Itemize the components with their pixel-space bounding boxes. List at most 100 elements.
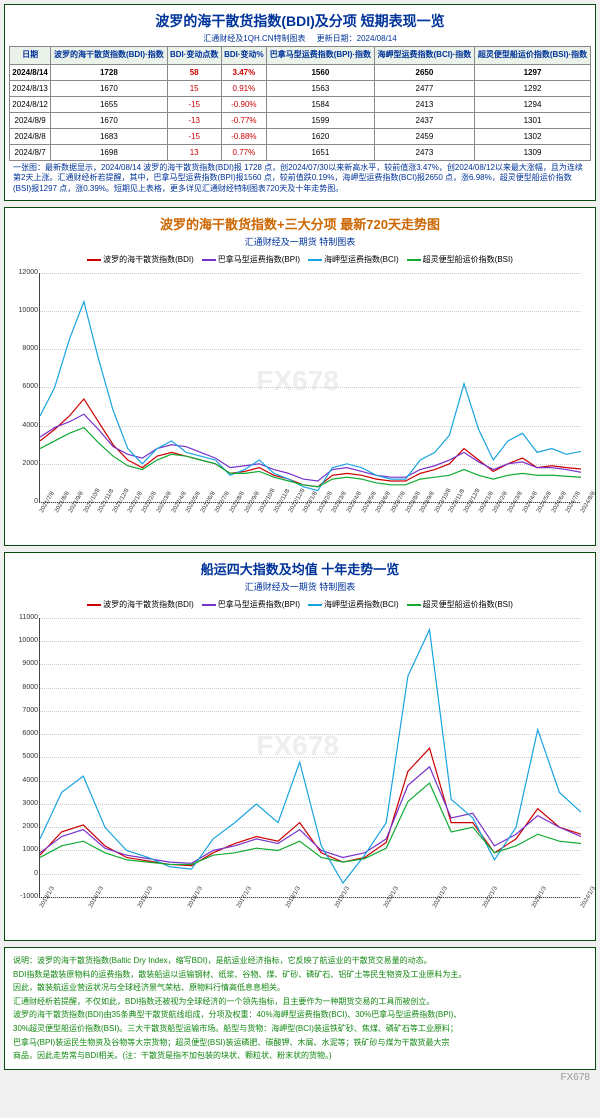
table-cell: 1560 [266, 64, 374, 80]
table-cell: 1670 [51, 80, 167, 96]
table-cell: -0.88% [221, 128, 266, 144]
legend-item: 波罗的海干散货指数(BDI) [87, 254, 194, 265]
gridline [40, 897, 581, 898]
chart-10yr-panel: 船运四大指数及均值 十年走势一览 汇通财经及一期货 特制图表 波罗的海干散货指数… [4, 552, 596, 941]
table-subtitle: 汇通财经及1QH.CN特制图表 更新日期：2024/08/14 [9, 33, 591, 46]
chart720-title: 波罗的海干散货指数+三大分项 最新720天走势图 [9, 212, 591, 235]
table-body: 2024/8/141728583.47%1560265012972024/8/1… [10, 64, 591, 160]
x-axis-label: 2024/1/3 [580, 886, 597, 909]
y-axis-label: 2000 [12, 460, 38, 467]
legend-item: 巴拿马型运费指数(BPI) [202, 599, 300, 610]
legend-item: 超灵便型船运价指数(BSI) [407, 254, 513, 265]
table-cell: 2477 [374, 80, 474, 96]
chart10yr-area: FX678 -100001000200030004000500060007000… [39, 618, 581, 898]
y-axis-label: 0 [12, 870, 38, 877]
legend-label: 超灵便型船运价指数(BSI) [423, 255, 513, 264]
y-axis-label: 12000 [12, 269, 38, 276]
table-cell: 1301 [475, 112, 591, 128]
table-header: 海岬型运费指数(BCI)·指数 [374, 47, 474, 65]
table-cell: 2024/8/7 [10, 144, 51, 160]
y-axis-label: 6000 [12, 383, 38, 390]
y-axis-label: 10000 [12, 637, 38, 644]
legend-label: 超灵便型船运价指数(BSI) [423, 600, 513, 609]
table-row: 2024/8/121655-15-0.90%158424131294 [10, 96, 591, 112]
y-axis-label: 5000 [12, 753, 38, 760]
legend-item: 海岬型运费指数(BCI) [308, 254, 399, 265]
table-cell: 1683 [51, 128, 167, 144]
legend-swatch [202, 259, 216, 261]
table-cell: 1292 [475, 80, 591, 96]
table-cell: 2024/8/8 [10, 128, 51, 144]
legend-swatch [87, 259, 101, 261]
table-cell: 15 [167, 80, 221, 96]
description-line: 汇通财经析若提醒，不仅如此，BDI指数还被视为全球经济的一个领先指标，且主要作为… [13, 995, 587, 1009]
y-axis-label: 9000 [12, 660, 38, 667]
table-cell: 1294 [475, 96, 591, 112]
series-line [40, 428, 581, 487]
legend-label: 海岬型运费指数(BCI) [324, 600, 399, 609]
table-cell: 2024/8/14 [10, 64, 51, 80]
legend-swatch [308, 604, 322, 606]
chart720-xlabels: 2021/7/82021/8/82021/9/82021/10/82021/11… [39, 507, 581, 541]
series-line [40, 302, 581, 491]
table-cell: -0.77% [221, 112, 266, 128]
updatelabel: 更新日期： [317, 34, 357, 43]
table-row: 2024/8/71698130.77%165124731309 [10, 144, 591, 160]
chart10yr-sub: 汇通财经及一期货 特制图表 [9, 580, 591, 595]
chart10yr-legend: 波罗的海干散货指数(BDI) 巴拿马型运费指数(BPI) 海岬型运费指数(BCI) 超… [9, 595, 591, 614]
table-header: 波罗的海干散货指数(BDI)·指数 [51, 47, 167, 65]
table-cell: 1309 [475, 144, 591, 160]
y-axis-label: 0 [12, 498, 38, 505]
series-line [40, 414, 581, 481]
table-cell: -0.90% [221, 96, 266, 112]
table-cell: 1651 [266, 144, 374, 160]
y-axis-label: 2000 [12, 823, 38, 830]
table-title: 波罗的海干散货指数(BDI)及分项 短期表现一览 [9, 9, 591, 33]
table-row: 2024/8/141728583.47%156026501297 [10, 64, 591, 80]
table-panel: 波罗的海干散货指数(BDI)及分项 短期表现一览 汇通财经及1QH.CN特制图表… [4, 4, 596, 201]
table-cell: 0.91% [221, 80, 266, 96]
table-cell: 2437 [374, 112, 474, 128]
chart720-sub: 汇通财经及一期货 特制图表 [9, 235, 591, 250]
legend-swatch [407, 259, 421, 261]
table-footnote: 一张图：最新数据显示，2024/08/14 波罗的海干散货指数(BDI)报 17… [9, 161, 591, 196]
legend-label: 波罗的海干散货指数(BDI) [103, 255, 194, 264]
table-cell: 1297 [475, 64, 591, 80]
table-cell: 1302 [475, 128, 591, 144]
description-line: BDI指数是散装原物料的运费指数，散装船运以运输钢材、纸浆、谷物、煤、矿砂、磷矿… [13, 968, 587, 982]
y-axis-label: 8000 [12, 345, 38, 352]
table-cell: 13 [167, 144, 221, 160]
table-cell: 2024/8/9 [10, 112, 51, 128]
chart-720-panel: 波罗的海干散货指数+三大分项 最新720天走势图 汇通财经及一期货 特制图表 波… [4, 207, 596, 546]
description-line: 说明：波罗的海干散货指数(Baltic Dry Index，缩写BDI)，是航运… [13, 954, 587, 968]
description-line: 商品，因此走势常与BDI相关。(注：干散货是指不加包装的块状、颗粒状、粉末状的货… [13, 1049, 587, 1063]
table-row: 2024/8/81683-15-0.88%162024591302 [10, 128, 591, 144]
y-axis-label: 10000 [12, 307, 38, 314]
subsource: 汇通财经及1QH.CN特制图表 [203, 34, 305, 43]
legend-label: 巴拿马型运费指数(BPI) [218, 255, 300, 264]
legend-item: 超灵便型船运价指数(BSI) [407, 599, 513, 610]
chart10yr-title: 船运四大指数及均值 十年走势一览 [9, 557, 591, 580]
table-header: 日期 [10, 47, 51, 65]
legend-item: 海岬型运费指数(BCI) [308, 599, 399, 610]
legend-swatch [202, 604, 216, 606]
y-axis-label: 4000 [12, 422, 38, 429]
legend-item: 波罗的海干散货指数(BDI) [87, 599, 194, 610]
table-cell: 1563 [266, 80, 374, 96]
y-axis-label: 3000 [12, 800, 38, 807]
table-cell: 58 [167, 64, 221, 80]
legend-label: 巴拿马型运费指数(BPI) [218, 600, 300, 609]
table-header: 超灵便型船运价指数(BSI)·指数 [475, 47, 591, 65]
description-line: 因此，散装航运业营运状况与全球经济景气荣枯、原物料行情高低息息相关。 [13, 981, 587, 995]
legend-label: 波罗的海干散货指数(BDI) [103, 600, 194, 609]
table-cell: 3.47% [221, 64, 266, 80]
x-axis-label: 2024/8/8 [580, 491, 597, 514]
table-cell: -15 [167, 96, 221, 112]
chart720-legend: 波罗的海干散货指数(BDI) 巴拿马型运费指数(BPI) 海岬型运费指数(BCI) 超… [9, 250, 591, 269]
series-line [40, 630, 581, 883]
table-cell: 2413 [374, 96, 474, 112]
bdi-table: 日期波罗的海干散货指数(BDI)·指数BDI·变动点数BDI·变动%巴拿马型运费… [9, 46, 591, 161]
table-cell: 1698 [51, 144, 167, 160]
table-cell: 0.77% [221, 144, 266, 160]
y-axis-label: -1000 [12, 893, 38, 900]
